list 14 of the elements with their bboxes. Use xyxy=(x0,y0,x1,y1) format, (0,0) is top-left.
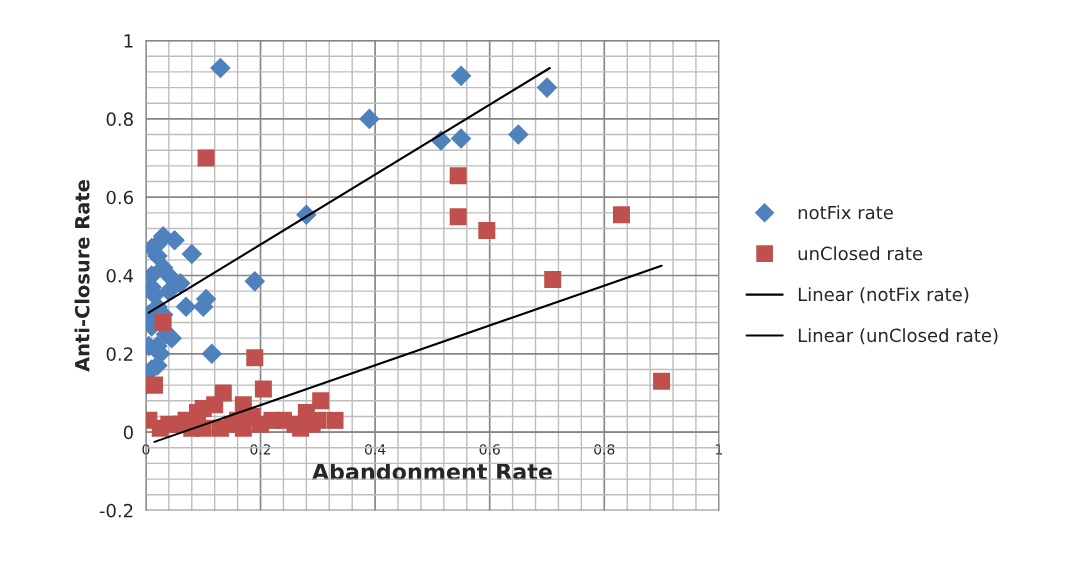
y-tick-label: 0.4 xyxy=(106,268,134,283)
x-tick-label: 0 xyxy=(142,444,150,455)
legend-label: notFix rate xyxy=(798,205,893,220)
legend-label: Linear (notFix rate) xyxy=(798,287,969,304)
y-tick-label: 0.6 xyxy=(106,190,133,205)
y-tick-label: 0 xyxy=(123,425,133,440)
y-tick-label: 1 xyxy=(124,34,133,48)
y-axis-title: Anti-Closure Rate xyxy=(74,180,90,372)
legend-label: unClosed rate xyxy=(798,246,923,261)
y-tick-label: 0.2 xyxy=(106,347,133,361)
legend-label: Linear (unClosed rate) xyxy=(798,328,998,345)
y-tick-label: 0.8 xyxy=(106,112,133,127)
y-tick-label: -0.2 xyxy=(99,503,133,518)
x-axis-title: Abandonment Rate xyxy=(311,462,552,481)
